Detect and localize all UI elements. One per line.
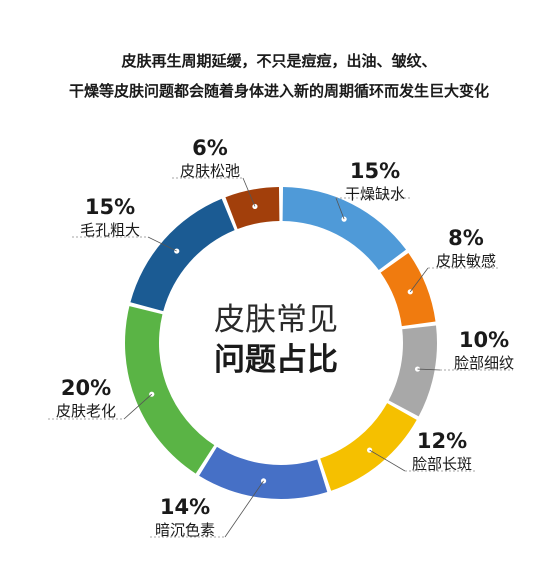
donut-slice-7 [130, 198, 235, 312]
data-label-percent: 15% [350, 159, 400, 183]
callout-8: 6% 皮肤松弛 [172, 136, 258, 210]
callout-6: 20% 皮肤老化 [48, 376, 155, 420]
callout-leader [417, 368, 441, 371]
callout-leader [242, 177, 256, 207]
data-label-percent: 10% [459, 328, 509, 352]
callout-leader [369, 449, 406, 472]
donut-slice-8 [225, 187, 280, 229]
callout-leader [123, 393, 153, 420]
donut-slice-1 [282, 187, 407, 271]
donut-slice-6 [125, 306, 215, 474]
callout-4: 12% 脸部长斑 [367, 429, 475, 473]
donut-slices [125, 187, 437, 499]
data-label-percent: 15% [85, 195, 135, 219]
callout-leader [335, 197, 345, 220]
data-label-category: 干燥缺水 [345, 185, 405, 203]
callout-leader [224, 480, 264, 538]
donut-slice-3 [388, 325, 437, 417]
chart-title-line-2: 干燥等皮肤问题都会随着身体进入新的周期循环而发生巨大变化 [68, 82, 489, 100]
callout-5: 14% 暗沉色素 [150, 478, 267, 539]
callout-1: 15% 干燥缺水 [335, 159, 412, 222]
callout-2: 8% 皮肤敏感 [407, 226, 500, 295]
data-label-percent: 14% [160, 495, 210, 519]
center-label-line-2: 问题占比 [214, 342, 338, 378]
data-label-percent: 20% [61, 376, 111, 400]
data-label-category: 皮肤松弛 [180, 162, 240, 180]
data-label-percent: 12% [417, 429, 467, 453]
data-label-percent: 8% [448, 226, 484, 250]
callouts: 15% 干燥缺水 8% 皮肤敏感 10% 脸部细纹 12% 脸部长斑 14% 暗沉色素 20% 皮肤老… [48, 136, 514, 539]
chart-title-line-1: 皮肤再生周期延缓，不只是痘痘，出油、皱纹、 [121, 52, 437, 70]
donut-slice-2 [380, 252, 436, 327]
data-label-category: 脸部长斑 [412, 455, 472, 473]
data-label-category: 脸部细纹 [454, 354, 514, 372]
data-label-category: 皮肤老化 [56, 402, 116, 420]
center-label-line-1: 皮肤常见 [214, 302, 338, 338]
donut-slice-4 [320, 403, 417, 491]
data-label-category: 毛孔粗大 [80, 221, 140, 239]
data-label-category: 皮肤敏感 [436, 252, 496, 270]
callout-leader [147, 236, 177, 252]
data-label-category: 暗沉色素 [155, 521, 215, 539]
callout-leader [409, 267, 429, 293]
data-label-percent: 6% [192, 136, 228, 160]
callout-3: 10% 脸部细纹 [414, 328, 514, 372]
donut-slice-5 [199, 446, 328, 499]
callout-7: 15% 毛孔粗大 [72, 195, 180, 254]
